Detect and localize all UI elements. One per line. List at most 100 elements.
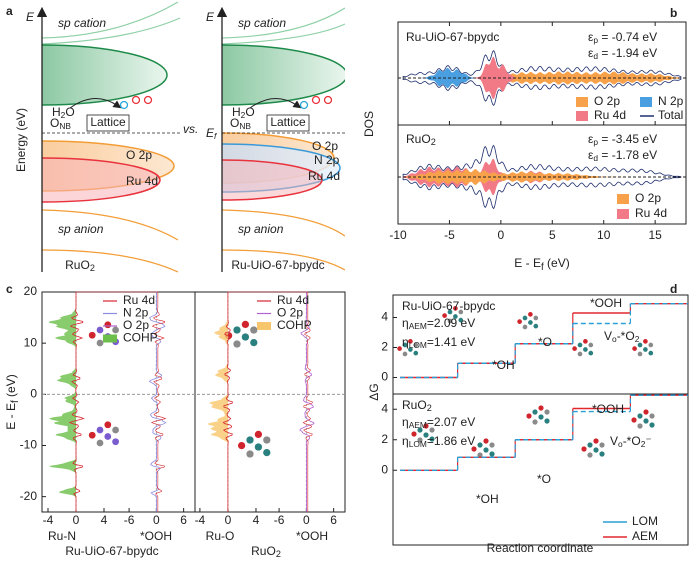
- atom: [246, 436, 254, 444]
- atom: [408, 339, 413, 344]
- eps-d: εd = -1.94 eV: [588, 46, 657, 61]
- atom: [517, 319, 522, 324]
- atom: [593, 447, 599, 453]
- eta-aem: ηAEM=2.09 eV: [402, 316, 475, 331]
- atom: [447, 309, 453, 315]
- band-diagram-right: [222, 7, 345, 271]
- y-axis-label: DOS: [362, 111, 376, 137]
- atom: [250, 326, 258, 334]
- eps-d: εd = -1.78 eV: [588, 148, 657, 163]
- atom: [417, 437, 423, 443]
- text-part: η: [402, 415, 409, 429]
- caption: RuO2: [251, 544, 281, 559]
- text-part: O: [50, 116, 59, 130]
- x-tick-label: -4: [43, 513, 54, 527]
- atom: [587, 442, 593, 448]
- atom: [643, 409, 649, 415]
- atom: [649, 422, 655, 428]
- atom: [632, 346, 637, 351]
- pdos-ooh: [227, 291, 313, 512]
- o-nb: ONB: [230, 116, 251, 131]
- sp-anion: sp anion: [238, 222, 284, 236]
- caption: RuO2: [65, 258, 95, 273]
- text-part: V: [604, 329, 612, 343]
- panel-label: c: [6, 282, 13, 296]
- atom: [112, 326, 119, 334]
- text-part: o: [618, 439, 623, 449]
- x-tick-label: -10: [389, 228, 407, 242]
- x-label: *OOH: [140, 529, 172, 543]
- y-tick-label: 10: [24, 335, 38, 349]
- ru4d: Ru 4d: [308, 169, 340, 183]
- text-part: = -1.94 eV: [598, 46, 657, 60]
- frames: [41, 21, 689, 546]
- step-label: *O: [537, 472, 551, 486]
- x-label: Ru-O: [206, 529, 235, 543]
- y-tick-label: -10: [20, 438, 38, 452]
- atom: [583, 339, 588, 344]
- x-tick-label: 0: [225, 513, 232, 527]
- legend-label: Ru 4d: [594, 108, 626, 122]
- text-part: ε: [588, 46, 594, 60]
- y-tick-label: 0: [381, 370, 388, 384]
- atom: [96, 339, 104, 347]
- atom: [544, 418, 550, 424]
- atom: [453, 314, 458, 319]
- text-part: 2: [276, 549, 281, 559]
- atom: [526, 413, 532, 419]
- atom: [643, 347, 648, 352]
- atom: [648, 342, 654, 348]
- legend-key: [103, 334, 117, 343]
- y-tick-label: 4: [381, 310, 388, 324]
- text-part: E - E: [514, 256, 541, 270]
- legend-label: AEM: [632, 529, 658, 543]
- atom: [483, 438, 489, 444]
- atom: [483, 447, 489, 453]
- legend-label: O 2p: [277, 306, 303, 320]
- text-part: RuO: [406, 132, 431, 146]
- step-label: *O: [538, 335, 552, 349]
- text-part: 2: [427, 403, 432, 413]
- vs-label: vs.: [183, 122, 198, 136]
- atom: [112, 438, 119, 446]
- legend-label: COHP: [123, 331, 158, 345]
- lattice: Lattice: [90, 115, 126, 129]
- x-tick-label: 0: [498, 228, 505, 242]
- atom: [522, 315, 528, 321]
- atom: [88, 431, 96, 439]
- x-tick-label: 10: [597, 228, 611, 242]
- legend-key: [617, 209, 629, 219]
- text-part: =1.86 eV: [427, 434, 475, 448]
- atom: [241, 320, 250, 329]
- eps-p: εp = -3.45 eV: [588, 132, 657, 147]
- atom: [96, 326, 104, 334]
- cohp: [207, 292, 228, 512]
- atom: [96, 426, 104, 434]
- text-part: d: [593, 153, 598, 163]
- band-axes: [36, 6, 345, 272]
- y-tick-label: 0: [381, 462, 388, 476]
- atom: [599, 442, 605, 448]
- atom: [402, 342, 408, 348]
- text-part: d: [593, 51, 598, 61]
- atom: [104, 421, 112, 429]
- legend-key: [640, 97, 652, 107]
- y-tick-label: 2: [381, 432, 388, 446]
- step-label: *OOH: [592, 402, 624, 416]
- x-tick-label: 15: [648, 228, 662, 242]
- text-part: f: [10, 400, 21, 403]
- text-part: = -1.78 eV: [598, 148, 657, 162]
- lattice: Lattice: [270, 115, 306, 129]
- x-label: *OOH: [296, 529, 328, 543]
- legend-label: LOM: [632, 514, 658, 528]
- atom: [581, 446, 587, 452]
- atom: [263, 436, 271, 444]
- sp-anion: sp anion: [58, 222, 104, 236]
- band-diagram-left: [42, 1, 181, 273]
- text-part: f: [541, 262, 544, 273]
- atom: [429, 427, 435, 433]
- y-tick-label: 20: [24, 284, 38, 298]
- text-part: ε: [588, 30, 594, 44]
- energy-symbol: E: [206, 10, 215, 24]
- atom: [477, 442, 483, 448]
